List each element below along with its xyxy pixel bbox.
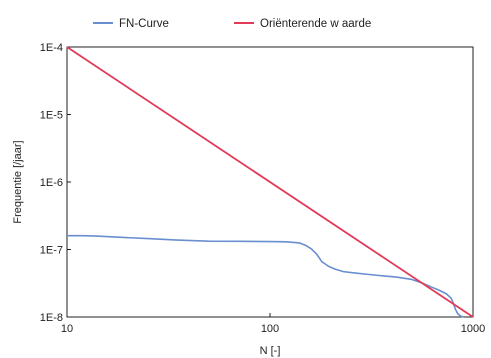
x-axis-ticks: 10 100 1000 — [61, 313, 485, 335]
y-axis-label: Frequentie [/jaar] — [12, 140, 24, 223]
legend: FN-Curve Oriënterende w aarde — [93, 18, 371, 30]
series-line-orienterende-waarde — [66, 46, 474, 318]
y-tick-label: 1E-8 — [40, 312, 63, 324]
x-tick-label: 10 — [61, 323, 73, 335]
y-tick-label: 1E-7 — [40, 245, 63, 257]
y-tick-label: 1E-5 — [40, 110, 63, 122]
legend-label-orienterende-waarde: Oriënterende w aarde — [260, 18, 371, 30]
series-group — [66, 46, 474, 318]
series-line-fn-curve — [67, 234, 464, 318]
x-tick-label: 100 — [261, 323, 279, 335]
y-tick-label: 1E-4 — [40, 42, 63, 54]
legend-label-fn-curve: FN-Curve — [119, 18, 169, 30]
y-axis-ticks: 1E-8 1E-7 1E-6 1E-5 1E-4 — [40, 42, 71, 324]
x-axis-label: N [-] — [260, 345, 281, 357]
x-tick-label: 1000 — [461, 323, 485, 335]
y-tick-label: 1E-6 — [40, 177, 63, 189]
